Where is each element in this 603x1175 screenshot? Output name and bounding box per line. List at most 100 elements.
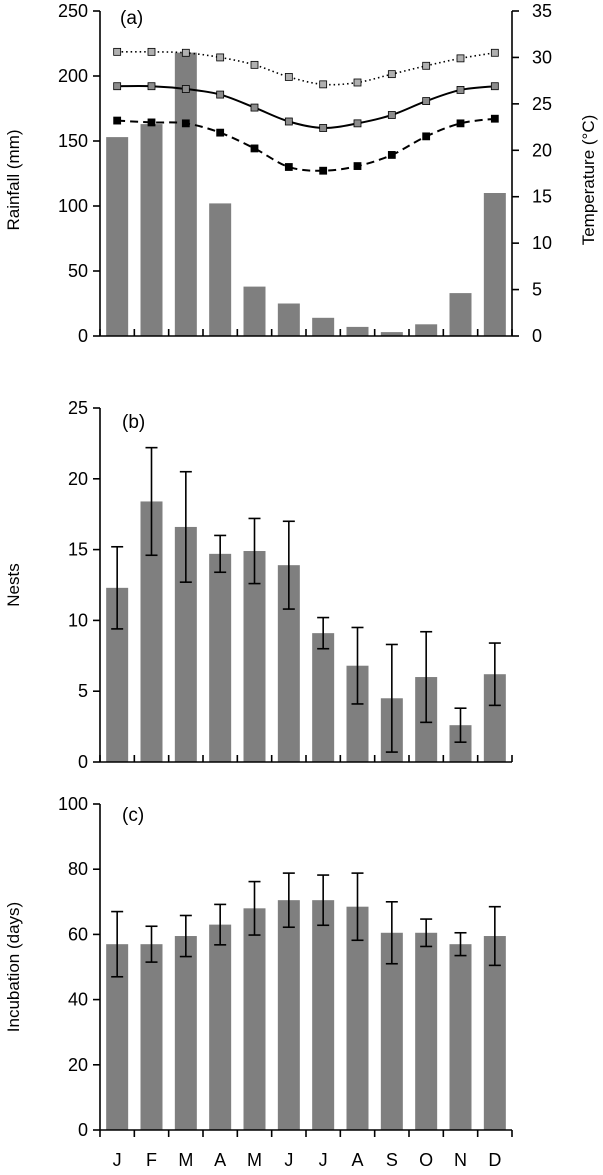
x-tick-label-c-11: N: [454, 1150, 467, 1170]
bar-b-4: [209, 553, 232, 762]
x-tick-label-c-12: D: [488, 1150, 501, 1170]
panel-c-incubation: 0 20 40 60 80 100 J F M A M J J A S O N D Incubation (days…: [4, 794, 513, 1170]
temperature-marker-dashed-11: [456, 119, 465, 128]
bar-b-5: [243, 551, 266, 762]
temperature-marker-dotted-12: [490, 48, 499, 57]
bar-c-6: [277, 900, 300, 1130]
temperature-marker-dotted-9: [387, 70, 396, 79]
bar-a-4: [209, 203, 232, 336]
y2-tick-label-a-5: 25: [532, 94, 552, 114]
bar-c-8: [346, 906, 369, 1130]
temperature-marker-dashed-2: [147, 118, 156, 127]
y2-tick-label-a-6: 30: [532, 47, 552, 67]
bar-c-9: [380, 932, 403, 1130]
bar-c-4: [209, 924, 232, 1130]
temperature-marker-dashed-1: [113, 116, 122, 125]
temperature-marker-solid-8: [353, 119, 362, 128]
y-tick-label-b-2: 10: [68, 610, 88, 630]
temperature-marker-solid-12: [490, 82, 499, 91]
y-tick-label-b-0: 0: [78, 752, 88, 772]
temperature-marker-solid-6: [284, 117, 293, 126]
y-tick-label-a-1: 50: [68, 261, 88, 281]
temperature-marker-dotted-5: [250, 60, 259, 69]
x-tick-label-c-9: S: [386, 1150, 398, 1170]
bar-c-2: [140, 944, 163, 1130]
temperature-marker-solid-11: [456, 86, 465, 94]
temperature-marker-dashed-7: [319, 166, 328, 175]
temperature-marker-solid-2: [147, 82, 156, 91]
bar-a-5: [243, 286, 266, 336]
bar-b-6: [277, 565, 300, 762]
temperature-marker-dashed-6: [284, 163, 293, 171]
bar-a-7: [312, 317, 335, 336]
bar-c-11: [449, 944, 472, 1130]
bar-c-10: [415, 932, 438, 1130]
temperature-marker-dashed-3: [181, 119, 190, 128]
bar-a-10: [415, 324, 438, 336]
y2-tick-label-a-0: 0: [532, 326, 542, 346]
y-axis-title-a: Rainfall (mm): [4, 129, 23, 230]
x-tick-label-c-7: J: [319, 1150, 328, 1170]
bar-b-12: [483, 674, 506, 762]
temperature-marker-solid-1: [113, 82, 122, 91]
temperature-marker-dotted-1: [113, 47, 122, 56]
temperature-marker-solid-3: [181, 85, 190, 93]
x-tick-label-c-2: F: [146, 1150, 157, 1170]
y2-tick-label-a-3: 15: [532, 187, 552, 207]
temperature-marker-dotted-7: [319, 80, 328, 89]
temperature-marker-solid-9: [387, 111, 396, 119]
temperature-marker-solid-10: [422, 97, 431, 105]
y-tick-label-c-0: 0: [78, 1120, 88, 1140]
temperature-line-dotted: [117, 50, 495, 86]
y-tick-label-b-5: 25: [68, 398, 88, 418]
bar-b-1: [106, 587, 129, 762]
temperature-marker-dotted-4: [216, 53, 225, 62]
bar-a-6: [277, 303, 300, 336]
y-tick-label-a-4: 200: [58, 66, 88, 86]
bar-a-8: [346, 326, 369, 336]
bar-c-7: [312, 900, 335, 1130]
bar-c-12: [483, 936, 506, 1130]
y-tick-label-b-4: 20: [68, 469, 88, 489]
y-tick-label-c-2: 40: [68, 990, 88, 1010]
panel-label-a: (a): [120, 8, 143, 29]
y2-tick-label-a-2: 10: [532, 233, 552, 253]
y-tick-label-a-0: 0: [78, 326, 88, 346]
temperature-marker-solid-4: [216, 90, 225, 99]
bar-c-1: [106, 944, 129, 1130]
x-tick-label-c-3: M: [178, 1150, 193, 1170]
panel-label-c: (c): [122, 805, 144, 826]
bar-c-3: [174, 936, 197, 1130]
temperature-marker-dashed-9: [387, 151, 396, 159]
x-tick-label-c-6: J: [284, 1150, 293, 1170]
y-tick-label-a-5: 250: [58, 1, 88, 21]
y2-tick-label-a-7: 35: [532, 1, 552, 21]
temperature-marker-dotted-10: [422, 61, 431, 70]
temperature-marker-dotted-8: [353, 78, 362, 87]
y2-tick-label-a-1: 5: [532, 280, 542, 300]
panel-b-nests: 0 5 10 15 20 25 Nests (b): [4, 398, 513, 772]
y-tick-label-a-3: 150: [58, 131, 88, 151]
bar-b-11: [449, 725, 472, 762]
bar-b-8: [346, 665, 369, 762]
temperature-marker-dotted-11: [456, 54, 465, 63]
y-tick-label-b-1: 5: [78, 681, 88, 701]
panel-label-b: (b): [122, 412, 145, 433]
y2-tick-label-a-4: 20: [532, 140, 552, 160]
y-axis-title-b: Nests: [4, 563, 23, 606]
x-tick-label-c-10: O: [419, 1150, 433, 1170]
x-tick-label-c-4: A: [214, 1150, 226, 1170]
bar-c-5: [243, 908, 266, 1130]
temperature-marker-dashed-8: [353, 162, 362, 170]
bar-a-1: [106, 137, 129, 336]
y-tick-label-c-5: 100: [58, 794, 88, 814]
temperature-marker-dotted-6: [284, 73, 293, 81]
bar-a-9: [380, 332, 403, 336]
x-tick-label-c-5: M: [247, 1150, 262, 1170]
y-tick-label-c-3: 60: [68, 924, 88, 944]
temperature-marker-dashed-12: [490, 114, 499, 123]
temperature-marker-dotted-2: [147, 47, 156, 56]
temperature-marker-dashed-10: [422, 132, 431, 141]
x-tick-label-c-1: J: [113, 1150, 122, 1170]
